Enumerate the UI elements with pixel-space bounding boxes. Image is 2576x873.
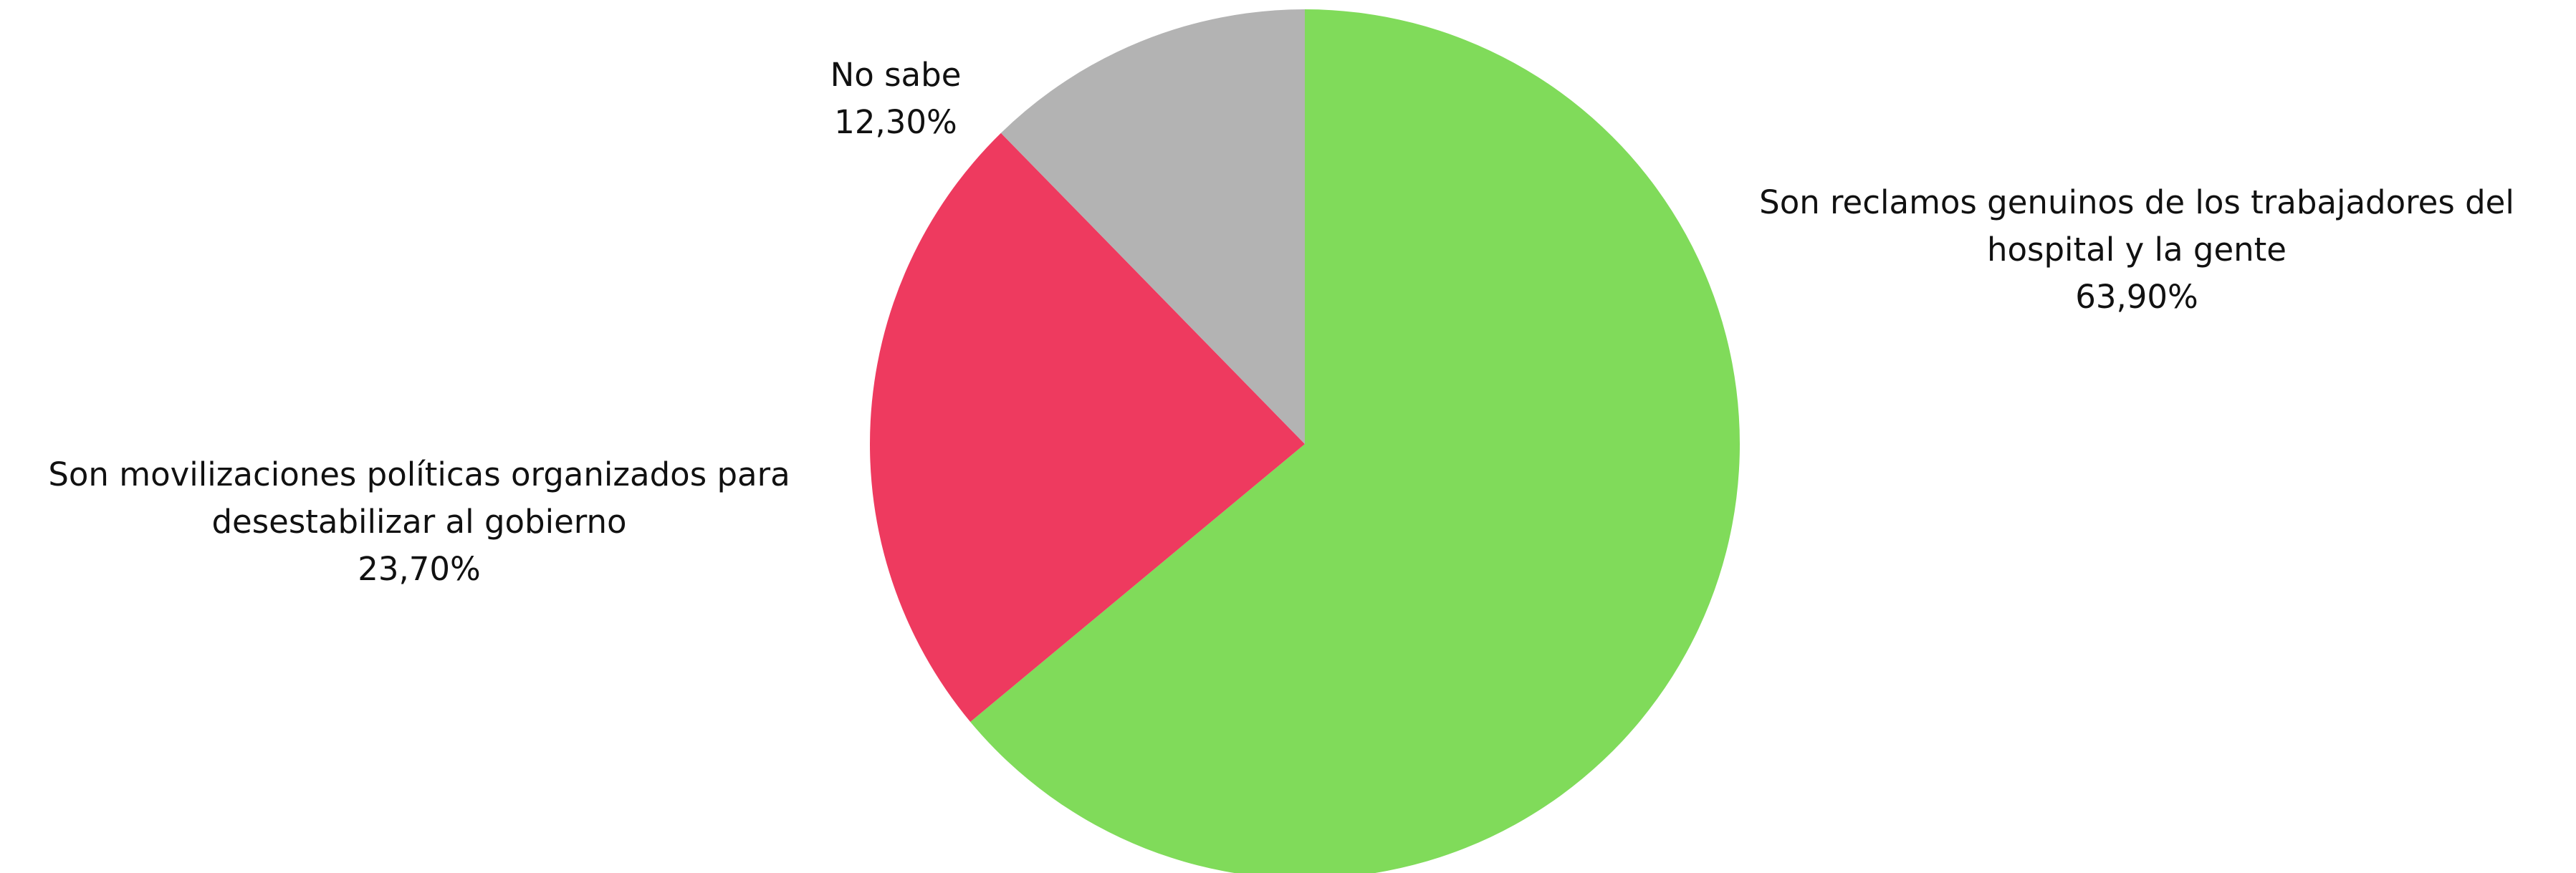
pie-slice-movilizaciones-politicas — [870, 132, 1305, 722]
slice-label-text: Son reclamos genuinos de los trabajadore… — [1759, 183, 2514, 269]
pie-slice-no-sabe — [1000, 9, 1305, 444]
slice-label-value: 23,70% — [358, 550, 481, 588]
slice-label-text: No sabe — [830, 56, 962, 94]
slice-label-reclamos-genuinos: Son reclamos genuinos de los trabajadore… — [1721, 179, 2552, 321]
slice-label-no-sabe: No sabe 12,30% — [781, 52, 1010, 146]
pie-slice-reclamos-genuinos — [970, 9, 1740, 873]
slice-label-value: 63,90% — [2075, 278, 2198, 316]
slice-label-movilizaciones-politicas: Son movilizaciones políticas organizados… — [7, 451, 831, 593]
pie-slices — [870, 9, 1740, 873]
slice-label-text: Son movilizaciones políticas organizados… — [48, 455, 790, 541]
slice-label-value: 12,30% — [834, 103, 957, 141]
